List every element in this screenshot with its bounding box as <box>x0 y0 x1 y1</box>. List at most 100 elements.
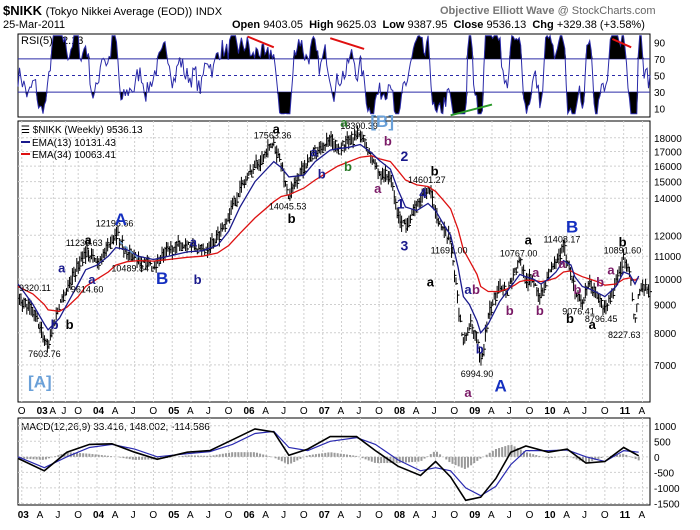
price-x-tick-label: J <box>507 406 512 417</box>
macd-histogram-bar <box>516 447 519 457</box>
wave-label: B <box>156 269 168 288</box>
macd-histogram-bar <box>628 456 631 457</box>
open-label: Open <box>232 19 261 31</box>
macd-histogram-bar <box>510 444 513 457</box>
macd-histogram-bar <box>48 456 51 459</box>
macd-histogram-bar <box>243 452 246 457</box>
price-x-tick-label: 11 <box>620 406 631 417</box>
macd-x-tick-label: J <box>131 510 136 521</box>
rsi-tick-label: 30 <box>654 88 666 99</box>
wave-label: b <box>288 211 296 226</box>
wave-label: [A] <box>28 373 52 392</box>
ema13-line <box>17 143 640 335</box>
macd-x-tick-label: J <box>281 510 286 521</box>
macd-histogram-bar <box>566 455 569 457</box>
macd-histogram-bar <box>529 453 532 457</box>
macd-histogram-bar <box>228 452 231 457</box>
price-label: 9614.60 <box>71 285 104 295</box>
price-tick-label: 15000 <box>654 178 682 189</box>
macd-x-tick-label: J <box>55 510 60 521</box>
price-x-tick-label: J <box>206 406 211 417</box>
price-x-tick-label: 04 <box>93 406 105 417</box>
macd-histogram-bar <box>268 456 271 457</box>
macd-histogram-bar <box>631 456 634 458</box>
rsi-overbought-fill <box>18 35 650 59</box>
macd-histogram-bar <box>575 456 578 460</box>
macd-x-tick-label: A <box>262 510 269 521</box>
low-value: 9387.95 <box>407 19 448 31</box>
wave-label: b <box>66 317 74 332</box>
macd-histogram-bar <box>314 454 317 457</box>
macd-histogram-bar <box>249 452 252 457</box>
price-x-tick-label: O <box>300 406 308 417</box>
high-value: 9625.03 <box>336 19 377 31</box>
macd-histogram-bar <box>380 456 383 464</box>
price-tick-label: 16000 <box>654 162 682 173</box>
macd-x-tick-label: O <box>74 510 82 521</box>
macd-histogram-bar <box>147 456 150 460</box>
price-x-tick-label: J <box>432 406 437 417</box>
macd-histogram-bar <box>206 455 209 457</box>
price-label: 6994.90 <box>461 369 494 379</box>
macd-histogram-bar <box>311 454 314 457</box>
macd-x-tick-label: 04 <box>93 510 105 521</box>
price-x-tick-label: A <box>488 406 495 417</box>
wave-label: b <box>51 317 59 332</box>
price-tick-label: 9000 <box>654 300 677 311</box>
macd-x-tick-label: O <box>601 510 609 521</box>
wave-label: 3 <box>400 238 408 254</box>
ohlc-summary: Open 9403.05 High 9625.03 Low 9387.95 Cl… <box>232 19 645 31</box>
macd-histogram-bar <box>597 456 600 459</box>
price-label: 9320.11 <box>19 283 51 293</box>
macd-histogram-bar <box>283 456 286 463</box>
symbol: $NIKK <box>3 3 43 18</box>
macd-histogram-bar <box>532 454 535 457</box>
watermark: Objective Elliott Wave <box>440 5 555 17</box>
wave-label: a <box>427 275 435 290</box>
macd-histogram-bar <box>634 456 637 460</box>
macd-histogram-bar <box>274 456 277 459</box>
wave-label: a <box>84 232 92 247</box>
symbol-title: $NIKK (Tokyo Nikkei Average (EOD)) INDX <box>3 3 222 18</box>
macd-histogram-bar <box>246 452 249 457</box>
chart-date: 25-Mar-2011 <box>3 19 66 31</box>
macd-histogram-bar <box>364 456 367 460</box>
macd-histogram-bar <box>525 452 528 457</box>
macd-x-tick-label: J <box>356 510 361 521</box>
macd-histogram-bar <box>327 452 330 457</box>
price-x-tick-label: 03 <box>37 406 49 417</box>
macd-x-tick-label: 09 <box>469 510 481 521</box>
price-tick-label: 8000 <box>654 329 677 340</box>
wave-label: a <box>273 122 281 137</box>
legend-ema34: EMA(34) 10063.41 <box>32 150 116 161</box>
wave-label: b <box>566 311 574 326</box>
macd-histogram-bar <box>370 456 373 462</box>
wave-label: A <box>115 210 127 229</box>
wave-label: a <box>464 385 472 400</box>
macd-histogram-bar <box>600 456 603 458</box>
price-x-tick-label: A <box>413 406 420 417</box>
macd-histogram-bar <box>209 455 212 457</box>
macd-histogram-bar <box>408 456 411 463</box>
price-x-tick-label: O <box>526 406 534 417</box>
macd-histogram-bar <box>454 456 457 466</box>
wave-label: b <box>506 303 514 318</box>
price-tick-label: 18000 <box>654 134 682 145</box>
macd-tick-label: -500 <box>654 468 674 479</box>
macd-tick-label: 0 <box>654 453 660 464</box>
macd-histogram-bar <box>423 456 426 459</box>
macd-histogram-bar <box>296 456 299 461</box>
macd-x-tick-label: A <box>338 510 345 521</box>
wave-label: a <box>58 260 66 275</box>
macd-histogram-bar <box>522 451 525 457</box>
macd-histogram-bar <box>82 453 85 457</box>
macd-histogram-bar <box>467 456 470 468</box>
price-tick-label: 11000 <box>654 252 682 263</box>
macd-histogram-bar <box>498 448 501 457</box>
macd-histogram-bar <box>280 456 283 462</box>
macd-histogram-bar <box>305 455 308 457</box>
macd-histogram-bar <box>57 455 60 457</box>
macd-tick-label: -1000 <box>654 484 680 495</box>
macd-histogram-bar <box>345 454 348 457</box>
macd-histogram-bar <box>445 456 448 460</box>
